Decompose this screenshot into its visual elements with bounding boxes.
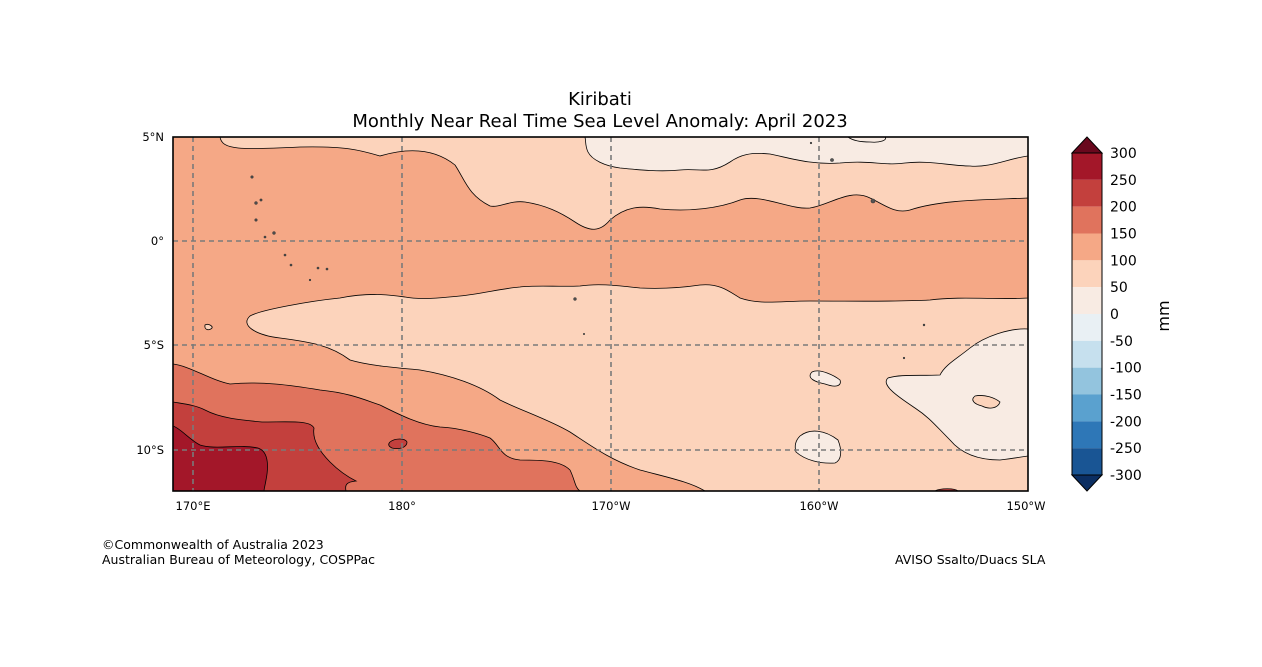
colorbar-swatch [1072,340,1102,368]
lat-axis: 5°N 0° 5°S 10°S [136,130,164,457]
colorbar-swatch [1072,448,1102,475]
lon-tick-170w: 170°W [591,499,630,513]
colorbar-tick-label: -150 [1110,388,1142,404]
lat-tick-5s: 5°S [144,338,164,352]
colorbar-swatch [1072,179,1102,207]
lon-tick-170e: 170°E [176,499,211,513]
colorbar-unit-label: mm [1154,300,1173,331]
lat-tick-5n: 5°N [142,130,164,144]
credit-left: ©Commonwealth of Australia 2023 Australi… [102,537,375,567]
colorbar-swatch [1072,260,1102,288]
colorbar-tick-label: 0 [1110,307,1119,323]
sea-level-anomaly-map [173,137,1028,491]
lat-tick-0: 0° [151,234,164,248]
credit-copyright: ©Commonwealth of Australia 2023 [102,537,324,552]
lon-tick-180: 180° [388,499,416,513]
band-50-100-north [584,137,1028,172]
colorbar-tick-label: -50 [1110,334,1133,350]
colorbar-tick-label: -250 [1110,441,1142,457]
colorbar-swatch [1072,153,1102,180]
band-150-200-equatorial [173,137,1028,491]
colorbar-over-arrow [1070,136,1104,154]
colorbar-tick-label: 200 [1110,200,1137,216]
gridlines [173,137,1028,491]
colorbar-tick-label: -100 [1110,361,1142,377]
colorbar-tick-label: 150 [1110,227,1137,243]
colorbar-tick-label: 250 [1110,173,1137,189]
lon-tick-150w: 150°W [1006,499,1045,513]
credit-agency: Australian Bureau of Meteorology, COSPPa… [102,552,375,567]
colorbar: 300 250 200 150 100 50 0 -50 -100 -150 -200 -250 -30… [1070,136,1173,492]
colorbar-swatch [1072,233,1102,261]
patch-50-100-d [847,137,887,143]
colorbar-swatch [1072,421,1102,449]
colorbar-swatch [1072,314,1102,341]
colorbar-swatch [1072,206,1102,234]
lon-axis: 170°E 180° 170°W 160°W 150°W [176,499,1046,513]
colorbar-tick-label: -200 [1110,414,1142,430]
islands [250,141,926,360]
colorbar-swatches [1071,152,1103,476]
colorbar-ticks: 300 250 200 150 100 50 0 -50 -100 -150 -200 -250 -30… [1110,146,1142,484]
patch-100-150-c [972,395,1001,409]
band-50-100-southeast [885,328,1028,461]
colorbar-under-arrow [1070,474,1104,492]
colorbar-tick-label: 100 [1110,253,1137,269]
map-subtitle: Monthly Near Real Time Sea Level Anomaly… [352,111,847,132]
colorbar-swatch [1072,287,1102,314]
credit-right: AVISO Ssalto/Duacs SLA [895,552,1046,567]
map-title: Kiribati [568,89,632,110]
lon-tick-160w: 160°W [799,499,838,513]
patch-50-100-b [794,430,842,464]
band-over-300-southwest [173,425,268,491]
colorbar-swatch [1072,367,1102,395]
colorbar-tick-label: 50 [1110,280,1128,296]
patch-100-150-f [204,323,213,331]
colorbar-tick-label: -300 [1110,468,1142,484]
colorbar-swatch [1072,394,1102,422]
map-frame [172,136,1029,492]
patch-50-100-a [809,370,841,387]
lat-tick-10s: 10°S [136,443,164,457]
colorbar-tick-label: 300 [1110,146,1137,162]
